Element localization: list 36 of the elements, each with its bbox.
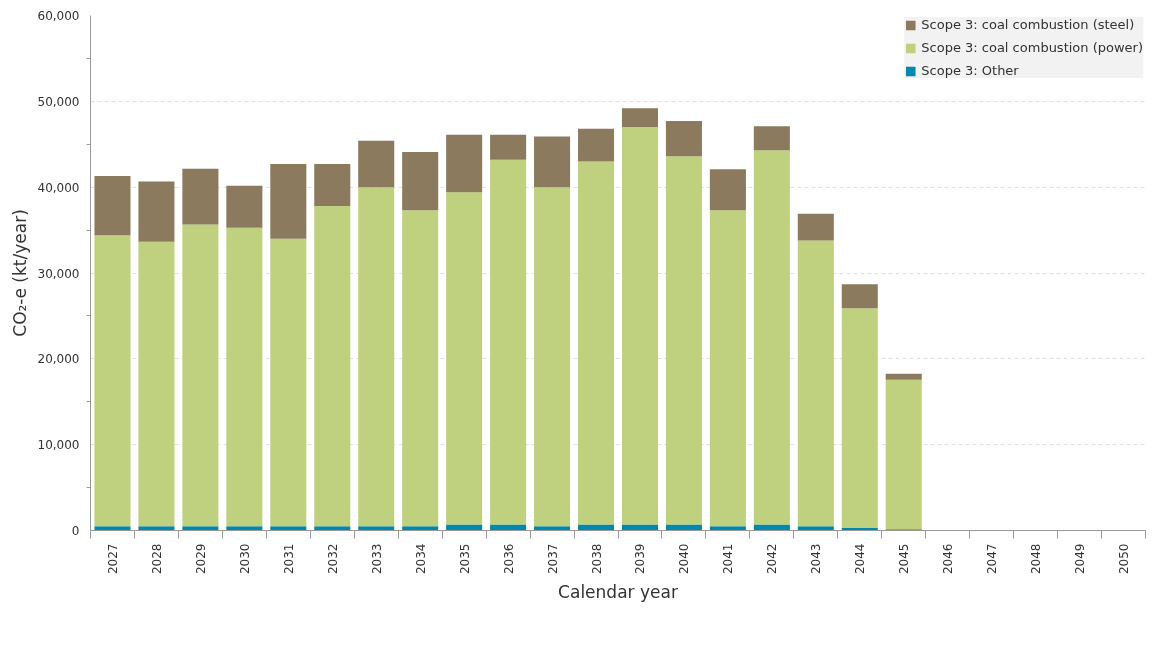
x-tick-label: 2036	[501, 543, 516, 575]
y-tick-label: 60,000	[37, 9, 80, 23]
x-tick-label: 2050	[1117, 543, 1132, 575]
legend-label: Scope 3: coal combustion (power)	[921, 40, 1143, 55]
x-tick-label: 2029	[193, 543, 208, 575]
x-tick-label: 2045	[897, 543, 912, 575]
x-tick-label: 2034	[413, 543, 428, 575]
x-tick-label: 2039	[633, 543, 648, 575]
legend-label: Scope 3: coal combustion (steel)	[921, 17, 1135, 32]
x-tick-label: 2042	[765, 543, 780, 575]
y-tick-label: 20,000	[37, 352, 80, 367]
x-tick-label: 2040	[677, 543, 692, 575]
x-tick-label: 2038	[589, 543, 604, 575]
x-tick-label: 2046	[941, 543, 956, 575]
y-axis-title: CO₂-e (kt/year)	[9, 209, 30, 337]
x-tick-label: 2041	[721, 543, 736, 575]
x-tick-label: 2043	[809, 543, 824, 575]
x-tick-label: 2048	[1029, 543, 1044, 575]
x-tick-label: 2044	[853, 543, 868, 575]
y-tick-label: 0	[71, 524, 80, 538]
x-tick-label: 2031	[281, 543, 296, 575]
x-tick-label: 2049	[1073, 543, 1088, 575]
x-tick-label: 2028	[149, 543, 164, 575]
x-tick-label: 2027	[105, 543, 120, 575]
x-tick-label: 2033	[369, 543, 384, 575]
y-tick-label: 50,000	[37, 94, 80, 109]
x-axis-title: Calendar year	[558, 582, 678, 603]
x-tick-label: 2030	[237, 543, 252, 575]
y-tick-label: 10,000	[37, 438, 80, 453]
legend-label: Scope 3: Other	[921, 63, 1019, 78]
x-tick-label: 2037	[545, 543, 560, 575]
x-tick-label: 2032	[325, 543, 340, 575]
y-tick-label: 30,000	[37, 266, 80, 281]
x-tick-label: 2047	[985, 543, 1000, 575]
x-tick-label: 2035	[457, 543, 472, 575]
y-tick-label: 40,000	[37, 180, 80, 195]
